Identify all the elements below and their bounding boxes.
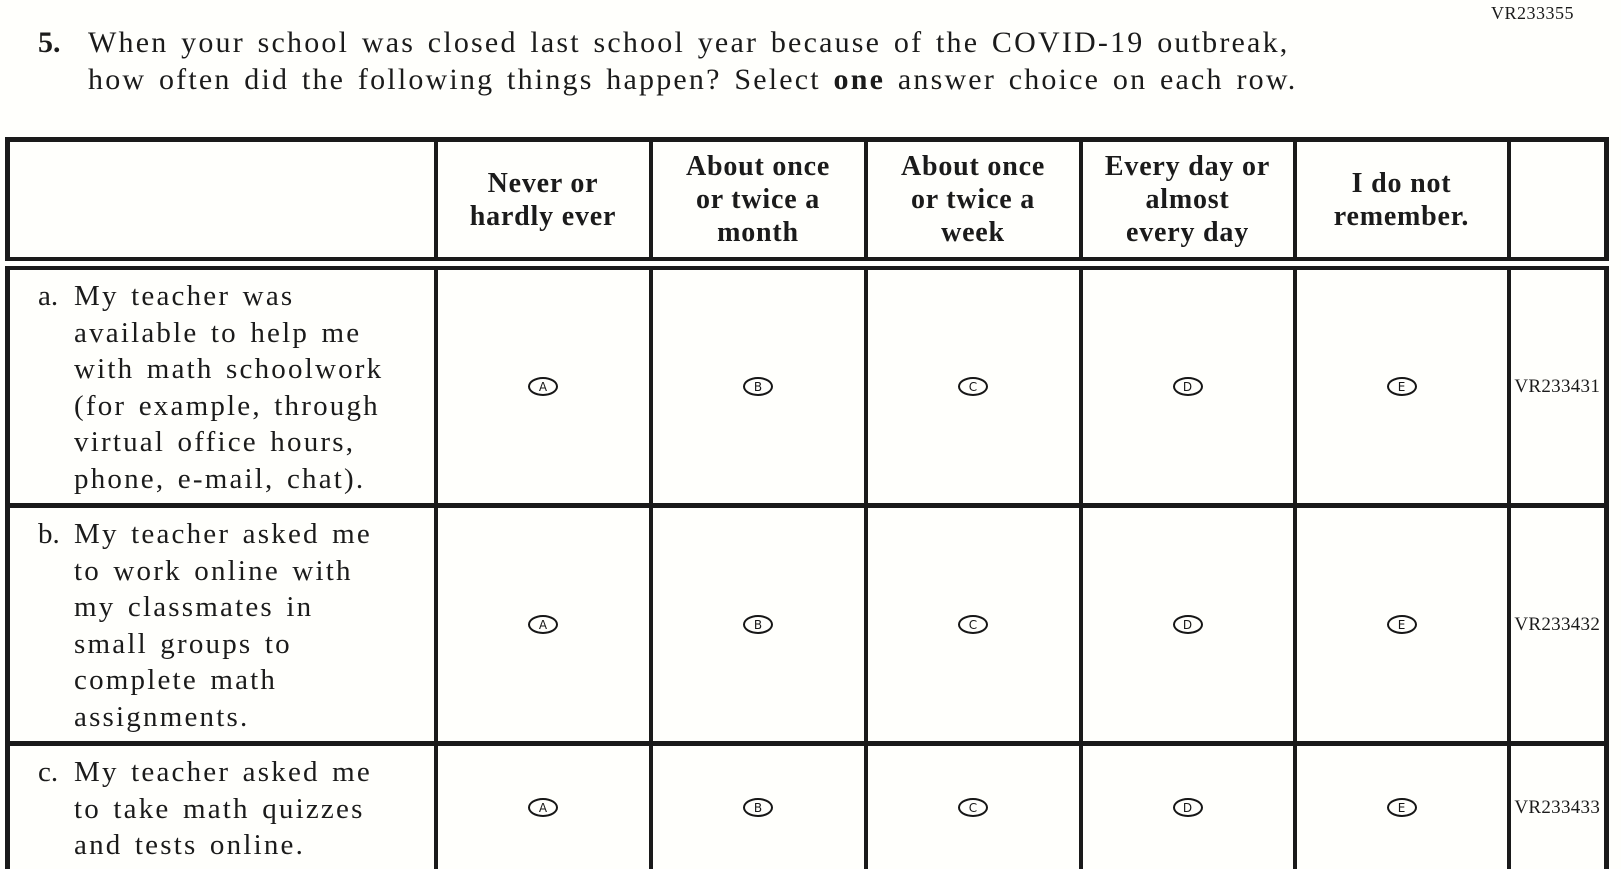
row-b-stem-cell: b. My teacher asked me to work online wi… bbox=[5, 503, 438, 746]
row-c-text: My teacher asked me to take math quizzes… bbox=[74, 756, 372, 861]
header-cell-empty bbox=[5, 137, 438, 270]
bubble-letter: E bbox=[1397, 379, 1406, 394]
row-b-bubble-E[interactable]: E bbox=[1386, 615, 1417, 634]
header-never-hardly-ever: Never or hardly ever bbox=[433, 137, 653, 270]
bubble-letter: C bbox=[968, 800, 978, 815]
question-line-2-pre: how often did the following things happe… bbox=[88, 63, 834, 96]
header-code-column bbox=[1506, 137, 1609, 270]
row-b-bubble-D[interactable]: D bbox=[1172, 615, 1203, 634]
row-c-choice-cell-D: D bbox=[1078, 741, 1297, 869]
row-a-choice-cell-A: A bbox=[433, 261, 653, 508]
row-b-label: b. bbox=[38, 518, 60, 550]
row-c-choice-cell-C: C bbox=[863, 741, 1083, 869]
row-b-choice-cell-A: A bbox=[433, 503, 653, 746]
row-c-item-code: VR233433 bbox=[1506, 741, 1609, 869]
row-c-bubble-D[interactable]: D bbox=[1172, 798, 1203, 818]
row-b-bubble-C[interactable]: C bbox=[958, 615, 988, 634]
question-line-2-post: answer choice on each row. bbox=[885, 63, 1298, 96]
row-b-choice-cell-B: B bbox=[648, 503, 868, 746]
question-number: 5. bbox=[38, 26, 61, 59]
bubble-letter: A bbox=[538, 379, 548, 394]
bubble-letter: D bbox=[1182, 379, 1193, 394]
row-a-choice-cell-B: B bbox=[648, 261, 868, 508]
table-row-b: b. My teacher asked me to work online wi… bbox=[5, 503, 1609, 746]
row-a-bubble-D[interactable]: D bbox=[1172, 377, 1203, 396]
bubble-letter: E bbox=[1397, 800, 1406, 815]
bubble-letter: D bbox=[1182, 800, 1193, 815]
row-a-choice-cell-C: C bbox=[863, 261, 1083, 508]
answer-matrix-table: Never or hardly ever About once or twice… bbox=[5, 137, 1609, 869]
row-a-stem-cell: a. My teacher was available to help me w… bbox=[5, 261, 438, 508]
header-every-day: Every day or almost every day bbox=[1078, 137, 1297, 270]
row-a-item-code: VR233431 bbox=[1506, 261, 1609, 508]
table-header-row: Never or hardly ever About once or twice… bbox=[5, 137, 1609, 270]
row-c-bubble-B[interactable]: B bbox=[743, 798, 773, 818]
row-a-choice-cell-D: D bbox=[1078, 261, 1297, 508]
header-do-not-remember: I do not remember. bbox=[1292, 137, 1511, 270]
page-form-code: VR233355 bbox=[1490, 3, 1574, 23]
bubble-letter: A bbox=[538, 800, 548, 815]
row-a-bubble-C[interactable]: C bbox=[958, 377, 988, 396]
row-a-choice-cell-E: E bbox=[1292, 261, 1511, 508]
row-b-choice-cell-D: D bbox=[1078, 503, 1297, 746]
question-line-1: When your school was closed last school … bbox=[88, 26, 1290, 59]
bubble-letter: A bbox=[538, 617, 548, 632]
header-once-twice-month: About once or twice a month bbox=[648, 137, 868, 270]
bubble-letter: C bbox=[968, 617, 978, 632]
row-a-bubble-B[interactable]: B bbox=[743, 377, 773, 396]
row-b-bubble-B[interactable]: B bbox=[743, 615, 773, 634]
row-c-choice-cell-E: E bbox=[1292, 741, 1511, 869]
table-row-c: c. My teacher asked me to take math quiz… bbox=[5, 741, 1609, 869]
bubble-letter: E bbox=[1397, 617, 1406, 632]
question-text: When your school was closed last school … bbox=[88, 24, 1581, 98]
row-b-text: My teacher asked me to work online with … bbox=[74, 518, 372, 733]
bubble-letter: B bbox=[753, 800, 763, 815]
bubble-letter: D bbox=[1182, 617, 1193, 632]
row-b-bubble-A[interactable]: A bbox=[528, 615, 558, 634]
header-once-twice-week: About once or twice a week bbox=[863, 137, 1083, 270]
row-a-bubble-E[interactable]: E bbox=[1386, 377, 1417, 396]
bubble-letter: C bbox=[968, 379, 978, 394]
row-c-bubble-A[interactable]: A bbox=[528, 798, 558, 818]
row-c-bubble-E[interactable]: E bbox=[1386, 798, 1417, 818]
row-b-item-code: VR233432 bbox=[1506, 503, 1609, 746]
question-line-2: how often did the following things happe… bbox=[88, 61, 1581, 98]
bubble-letter: B bbox=[753, 379, 763, 394]
row-a-text: My teacher was available to help me with… bbox=[74, 280, 384, 495]
row-c-stem-cell: c. My teacher asked me to take math quiz… bbox=[5, 741, 438, 869]
row-a-bubble-A[interactable]: A bbox=[528, 377, 558, 396]
row-b-choice-cell-C: C bbox=[863, 503, 1083, 746]
row-c-choice-cell-B: B bbox=[648, 741, 868, 869]
row-c-bubble-C[interactable]: C bbox=[958, 798, 988, 818]
bubble-letter: B bbox=[753, 617, 763, 632]
question-block: 5. When your school was closed last scho… bbox=[38, 24, 1581, 98]
row-c-label: c. bbox=[38, 756, 59, 788]
row-a-label: a. bbox=[38, 280, 59, 312]
table-row-a: a. My teacher was available to help me w… bbox=[5, 261, 1609, 508]
row-c-choice-cell-A: A bbox=[433, 741, 653, 869]
question-line-2-bold: one bbox=[833, 63, 886, 96]
row-b-choice-cell-E: E bbox=[1292, 503, 1511, 746]
